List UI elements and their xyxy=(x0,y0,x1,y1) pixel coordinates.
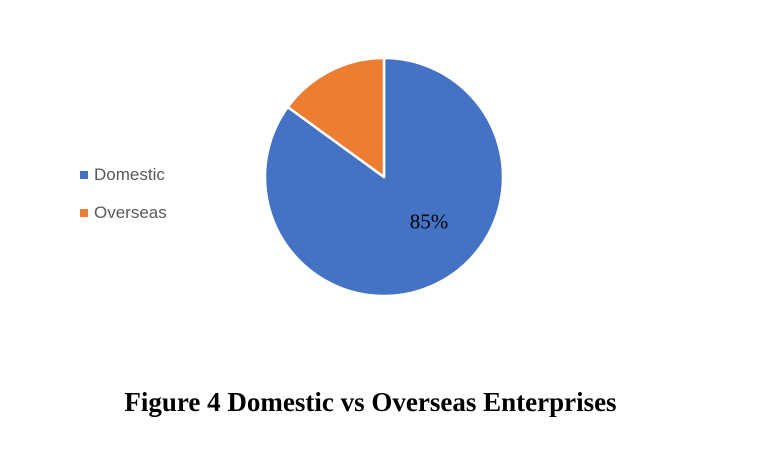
legend-item-overseas: Overseas xyxy=(80,204,167,222)
legend-item-domestic: Domestic xyxy=(80,166,167,184)
legend-swatch-domestic-icon xyxy=(80,171,88,179)
legend-label-domestic: Domestic xyxy=(94,165,165,184)
figure-caption: Figure 4 Domestic vs Overseas Enterprise… xyxy=(124,387,617,417)
pie-data-label: 85% xyxy=(409,209,449,234)
legend-swatch-overseas-icon xyxy=(80,209,88,217)
pie-slices xyxy=(263,56,505,298)
legend-label-overseas: Overseas xyxy=(94,203,167,222)
pie-slice-overseas xyxy=(286,56,386,179)
chart-legend: Domestic Overseas xyxy=(80,166,167,242)
